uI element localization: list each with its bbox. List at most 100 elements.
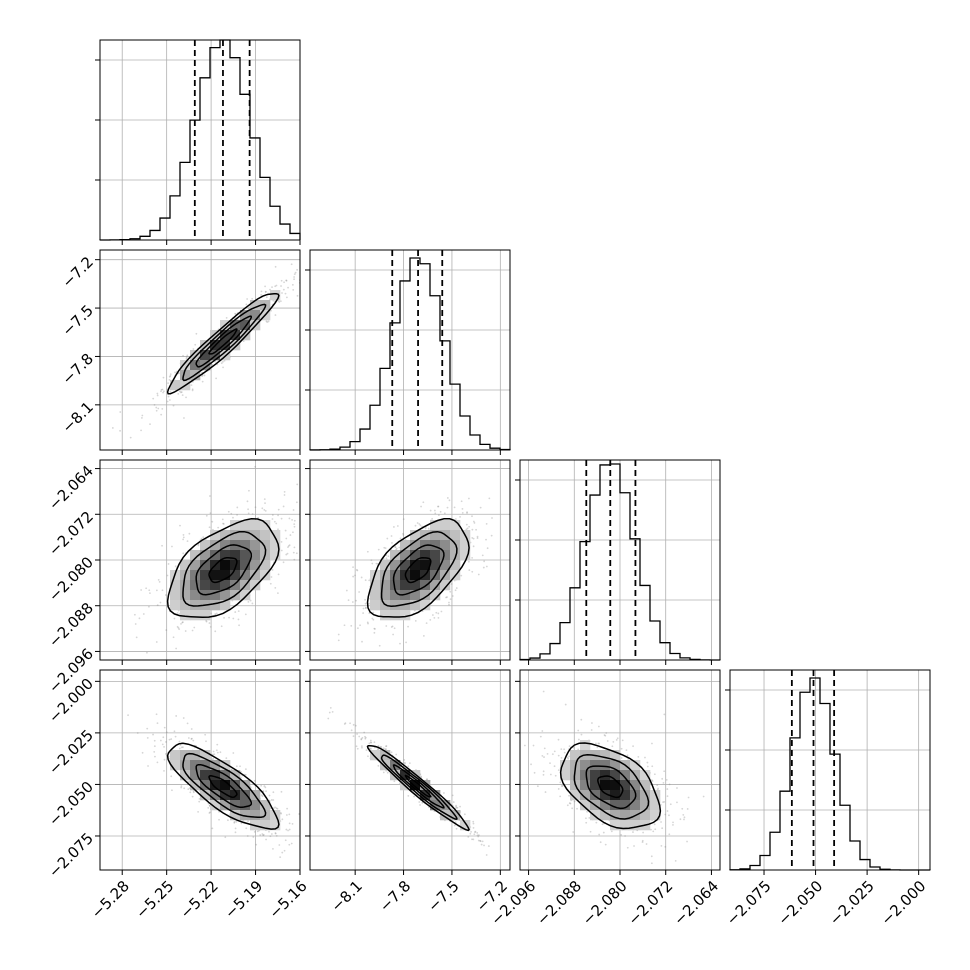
scatter-point bbox=[653, 773, 656, 776]
scatter-point bbox=[595, 742, 597, 745]
scatter-point bbox=[195, 332, 198, 335]
density-cell bbox=[610, 790, 621, 801]
scatter-point bbox=[452, 801, 455, 803]
density-cell bbox=[640, 810, 651, 821]
scatter-point bbox=[174, 565, 177, 568]
density-cell bbox=[200, 580, 211, 591]
scatter-point bbox=[589, 830, 592, 833]
scatter-point bbox=[437, 505, 439, 508]
scatter-point bbox=[280, 285, 282, 287]
density-cell bbox=[250, 810, 261, 821]
scatter-point bbox=[119, 429, 121, 432]
scatter-point bbox=[657, 787, 659, 790]
scatter-point bbox=[376, 748, 379, 750]
scatter-point bbox=[345, 589, 348, 592]
scatter-point bbox=[274, 314, 277, 316]
scatter-point bbox=[419, 804, 421, 806]
scatter-point bbox=[337, 633, 340, 636]
density-cell bbox=[580, 780, 591, 791]
density-cell bbox=[180, 610, 191, 621]
scatter-point bbox=[279, 856, 282, 859]
scatter-point bbox=[405, 641, 407, 644]
scatter-point bbox=[354, 724, 357, 727]
scatter-point bbox=[551, 753, 554, 756]
density-cell bbox=[180, 600, 191, 611]
scatter-point bbox=[265, 296, 268, 299]
scatter-point bbox=[455, 806, 458, 809]
scatter-point bbox=[549, 762, 551, 765]
scatter-point bbox=[463, 813, 466, 816]
scatter-point bbox=[235, 765, 238, 768]
density-cell bbox=[580, 760, 591, 771]
scatter-point bbox=[435, 611, 438, 614]
scatter-point bbox=[156, 392, 159, 395]
scatter-point bbox=[468, 569, 471, 572]
scatter-point bbox=[180, 391, 183, 393]
scatter-point bbox=[350, 729, 353, 732]
density-cell bbox=[220, 350, 231, 361]
scatter-point bbox=[472, 520, 475, 523]
density-cell bbox=[630, 760, 641, 771]
scatter-point bbox=[475, 528, 477, 531]
density-cell bbox=[180, 580, 191, 591]
density-cell bbox=[180, 370, 191, 381]
scatter-point bbox=[280, 540, 283, 543]
scatter-point bbox=[351, 601, 354, 603]
scatter-point bbox=[127, 714, 129, 717]
scatter-point bbox=[327, 717, 330, 720]
scatter-point bbox=[281, 851, 284, 854]
density-cell bbox=[380, 570, 391, 581]
scatter-point bbox=[455, 827, 458, 830]
scatter-point bbox=[190, 737, 193, 740]
density-cell bbox=[460, 550, 471, 561]
scatter-point bbox=[637, 755, 640, 758]
scatter-point bbox=[161, 388, 164, 391]
y-tick-label: −2.075 bbox=[45, 829, 97, 881]
scatter-point bbox=[235, 820, 238, 823]
scatter-point bbox=[165, 731, 168, 734]
contour-line bbox=[404, 557, 432, 584]
scatter-point bbox=[367, 755, 369, 758]
scatter-point bbox=[402, 532, 404, 535]
density-cell bbox=[270, 290, 281, 301]
scatter-point bbox=[418, 801, 421, 803]
contour-line bbox=[166, 742, 280, 830]
scatter-point bbox=[431, 614, 434, 616]
scatter-point bbox=[369, 741, 372, 744]
scatter-point bbox=[293, 523, 296, 526]
density-cell bbox=[440, 800, 451, 811]
scatter-point bbox=[177, 626, 180, 629]
scatter-point bbox=[666, 810, 669, 812]
scatter-point bbox=[160, 390, 162, 393]
scatter-point bbox=[443, 512, 446, 515]
contour-line bbox=[585, 765, 637, 810]
density-cell bbox=[240, 590, 251, 601]
contour-line bbox=[208, 775, 238, 799]
scatter-point bbox=[418, 523, 421, 525]
density-cell bbox=[430, 800, 441, 811]
scatter-point bbox=[292, 531, 294, 534]
contour-line bbox=[380, 530, 458, 608]
density-cell bbox=[420, 590, 431, 601]
scatter-point bbox=[165, 629, 168, 631]
scatter-point bbox=[180, 746, 183, 749]
scatter-point bbox=[282, 505, 285, 508]
scatter-point bbox=[267, 320, 270, 323]
scatter-point bbox=[577, 729, 580, 732]
scatter-point bbox=[625, 749, 628, 752]
scatter-point bbox=[202, 536, 205, 539]
scatter-point bbox=[546, 752, 549, 755]
density-cell bbox=[230, 330, 241, 341]
scatter-point bbox=[668, 814, 670, 817]
scatter-point bbox=[454, 518, 457, 520]
scatter-point bbox=[152, 397, 155, 400]
scatter-point bbox=[473, 522, 476, 524]
scatter-point bbox=[572, 831, 575, 833]
scatter-point bbox=[153, 404, 156, 406]
density-cell bbox=[250, 570, 261, 581]
scatter-point bbox=[408, 762, 411, 765]
density-cell bbox=[220, 600, 231, 611]
scatter-point bbox=[292, 551, 295, 554]
scatter-point bbox=[595, 821, 598, 824]
scatter-point bbox=[141, 751, 144, 754]
